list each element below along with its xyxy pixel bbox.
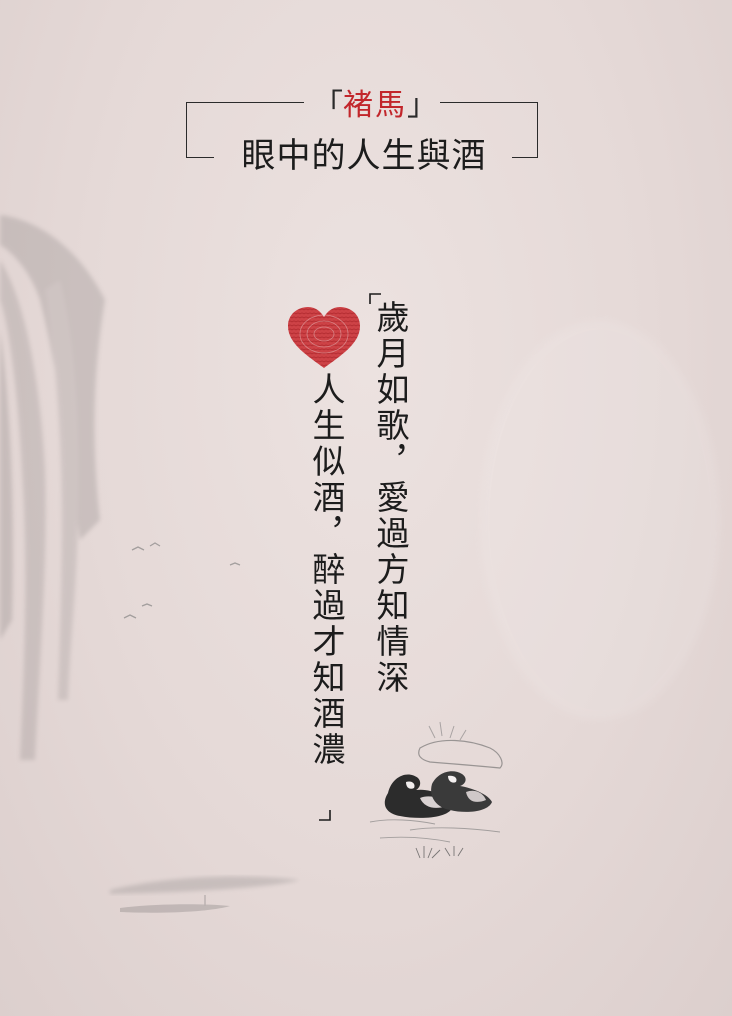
page-subtitle: 眼中的人生與酒 [241, 136, 487, 176]
author-name: 褚馬 [343, 88, 407, 123]
author-name-title: 「褚馬」 [300, 84, 450, 128]
birds-illustration [123, 542, 241, 619]
mandarin-ducks-illustration [369, 721, 503, 859]
willow-tree-illustration [0, 215, 105, 760]
verse-line-2: 人生似酒，醉過才知酒濃 [307, 372, 346, 768]
bracket-close: 」 [407, 88, 437, 123]
header-frame-left-top [186, 102, 304, 103]
verse-line-1: 歲月如歌，愛過方知情深 [371, 300, 410, 696]
header-frame-right-bottom [512, 157, 538, 158]
verse-bracket-close [319, 810, 331, 821]
verse-bracket-open [369, 293, 381, 304]
fingerprint-heart-icon [288, 307, 360, 368]
header-frame-left-bottom [186, 157, 214, 158]
bracket-open: 「 [313, 88, 343, 123]
header-frame-left-vertical [186, 102, 187, 158]
boat-illustration [110, 876, 300, 913]
header-frame-right-vertical [537, 102, 538, 158]
header-frame-right-top [440, 102, 538, 103]
